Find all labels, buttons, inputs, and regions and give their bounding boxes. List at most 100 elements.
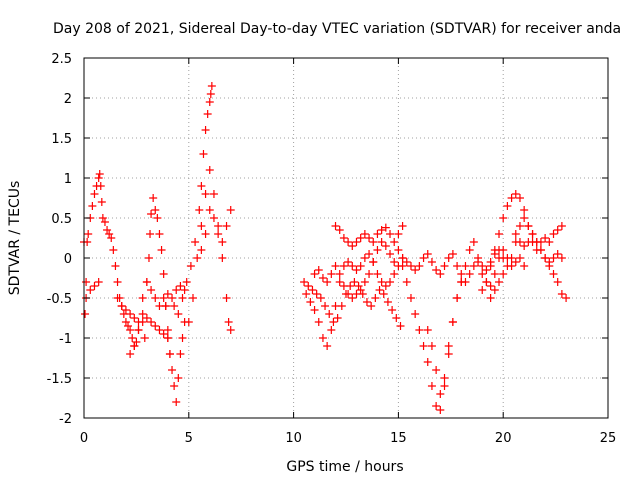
- data-point: [520, 242, 529, 250]
- y-tick-label: 1: [64, 172, 72, 187]
- data-point: [511, 258, 520, 266]
- tick-marks: [83, 57, 609, 419]
- y-tick-label: 1.5: [51, 132, 72, 147]
- data-point: [383, 298, 392, 306]
- data-point: [545, 238, 554, 246]
- data-point: [201, 190, 210, 198]
- data-point: [503, 202, 512, 210]
- data-point: [147, 318, 156, 326]
- x-tick-label: 15: [390, 431, 407, 446]
- data-point: [352, 290, 361, 298]
- data-point: [95, 170, 104, 178]
- data-point: [109, 246, 118, 254]
- data-point: [373, 230, 382, 238]
- series-arc-5: [138, 194, 174, 358]
- data-point: [553, 278, 562, 286]
- data-point: [461, 262, 470, 270]
- data-point: [205, 98, 214, 106]
- data-point: [541, 254, 550, 262]
- x-axis-label: GPS time / hours: [286, 459, 403, 475]
- data-point: [153, 214, 162, 222]
- data-point: [327, 326, 336, 334]
- data-point: [226, 206, 235, 214]
- data-point: [174, 374, 183, 382]
- data-point: [520, 214, 529, 222]
- data-point: [335, 270, 344, 278]
- y-tick-label: -2: [59, 412, 72, 427]
- data-point: [348, 294, 357, 302]
- data-point: [159, 270, 168, 278]
- data-point: [490, 246, 499, 254]
- data-point: [168, 294, 177, 302]
- data-point: [490, 270, 499, 278]
- data-point: [536, 246, 545, 254]
- data-point: [545, 258, 554, 266]
- data-point: [331, 262, 340, 270]
- data-point: [557, 254, 566, 262]
- data-point: [209, 190, 218, 198]
- data-point: [306, 298, 315, 306]
- data-point: [168, 366, 177, 374]
- data-point: [113, 294, 122, 302]
- series-arc-19: [511, 230, 566, 266]
- data-point: [186, 262, 195, 270]
- data-point: [96, 182, 105, 190]
- data-point: [457, 278, 466, 286]
- series-arc-12: [310, 238, 399, 302]
- data-point: [339, 262, 348, 270]
- data-point: [362, 298, 371, 306]
- y-tick-label: 0.5: [51, 212, 72, 227]
- data-point: [436, 390, 445, 398]
- data-point: [482, 266, 491, 274]
- data-point: [398, 262, 407, 270]
- data-point: [128, 334, 137, 342]
- data-point: [388, 306, 397, 314]
- data-point: [381, 242, 390, 250]
- data-point: [524, 238, 533, 246]
- data-point: [499, 214, 508, 222]
- data-point: [224, 318, 233, 326]
- data-point: [155, 326, 164, 334]
- data-point: [147, 286, 156, 294]
- series-arc-4: [126, 278, 189, 358]
- data-point: [140, 334, 149, 342]
- data-point: [178, 334, 187, 342]
- data-point: [344, 290, 353, 298]
- data-point: [440, 374, 449, 382]
- data-point: [352, 238, 361, 246]
- data-point: [218, 238, 227, 246]
- data-point: [130, 342, 139, 350]
- data-point: [394, 230, 403, 238]
- data-point: [222, 222, 231, 230]
- y-tick-label: -0.5: [47, 292, 72, 307]
- data-point: [178, 294, 187, 302]
- data-point: [134, 326, 143, 334]
- data-point: [356, 262, 365, 270]
- data-point: [419, 254, 428, 262]
- data-point: [440, 382, 449, 390]
- y-tick-label: -1.5: [47, 372, 72, 387]
- data-point: [126, 310, 135, 318]
- y-tick-label: -1: [59, 332, 72, 347]
- data-point: [314, 318, 323, 326]
- data-point: [386, 250, 395, 258]
- data-point: [444, 254, 453, 262]
- data-point: [367, 302, 376, 310]
- data-point: [176, 350, 185, 358]
- data-point: [440, 262, 449, 270]
- data-point: [151, 322, 160, 330]
- data-point: [381, 282, 390, 290]
- series-arc-9: [197, 206, 235, 254]
- data-point: [325, 310, 334, 318]
- data-point: [390, 238, 399, 246]
- data-point: [495, 278, 504, 286]
- plot-frame: [83, 57, 609, 419]
- data-point: [511, 190, 520, 198]
- data-point: [406, 294, 415, 302]
- data-point: [390, 270, 399, 278]
- data-point: [318, 334, 327, 342]
- data-point: [214, 230, 223, 238]
- chart-title: Day 208 of 2021, Sidereal Day-to-day VTE…: [53, 21, 621, 37]
- data-point: [323, 278, 332, 286]
- data-point: [302, 290, 311, 298]
